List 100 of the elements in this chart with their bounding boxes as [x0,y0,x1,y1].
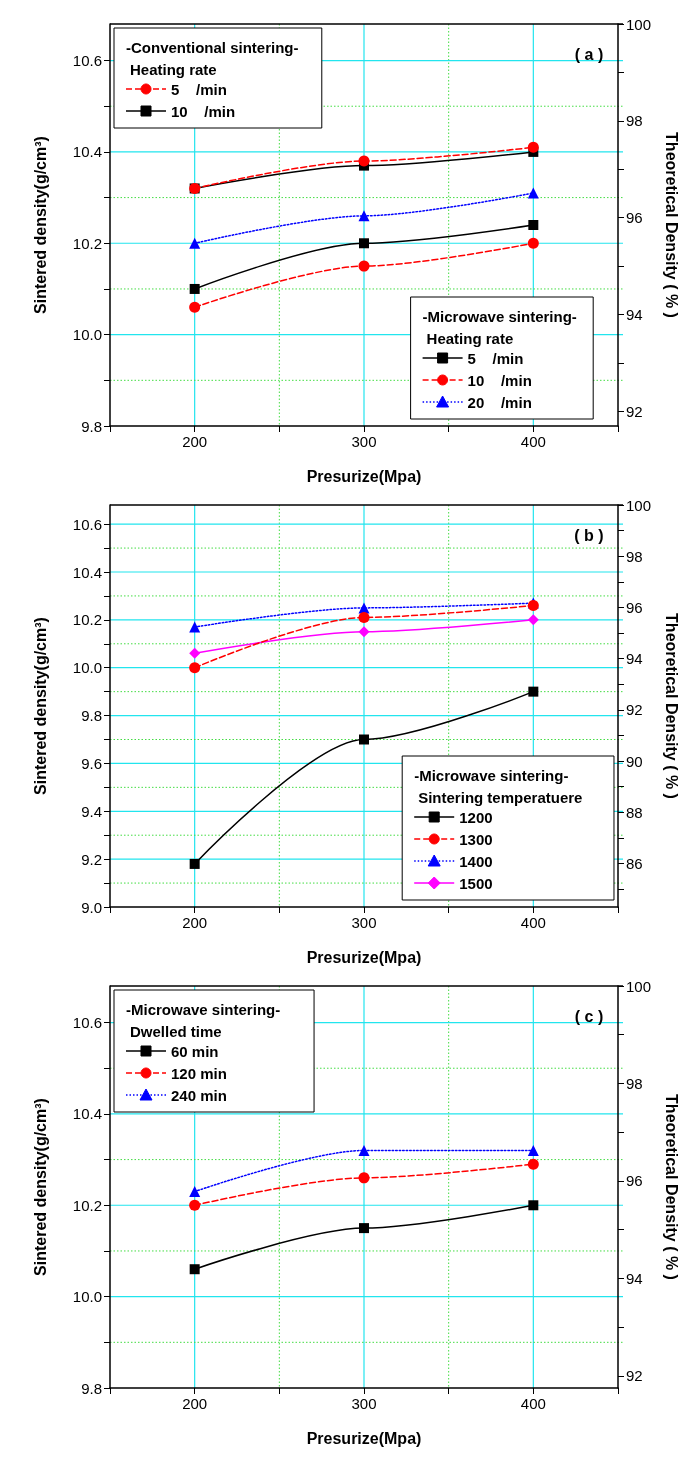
point [189,1264,200,1275]
y-tick-label: 9.8 [81,1379,102,1397]
y2-tick-label: 94 [626,1269,643,1287]
y2-tick-label: 94 [626,306,643,324]
y-tick-label: 10.4 [72,1105,102,1123]
point [528,220,539,230]
legend-label: 120 min [171,1064,227,1082]
point [527,187,539,199]
point [358,611,370,623]
x-tick-label: 200 [182,433,208,450]
point [189,283,200,294]
annotation: ( b ) [574,526,604,544]
y2-tick-label: 92 [626,402,643,420]
y-tick-label: 10.6 [72,52,102,70]
x-axis-title: Presurize(Mpa) [306,948,422,966]
legend-label: 1500 [459,874,493,892]
y2-tick-label: 98 [626,547,643,565]
point [189,237,201,249]
y-tick-label: 10.0 [72,659,102,677]
y-tick-label: 10.6 [72,1014,102,1032]
text: -Conventional sintering- Heating rate [126,38,299,78]
x-tick-label: 400 [520,433,546,450]
annotation: ( c ) [574,1007,604,1025]
point [189,1199,201,1211]
y2-tick-label: 100 [626,977,652,995]
point [527,614,539,626]
y-tick-label: 9.8 [81,417,102,435]
point [359,238,369,249]
y2-tick-label: 94 [626,650,643,668]
y-tick-label: 10.2 [72,1196,102,1214]
point [189,858,200,869]
y2-tick-label: 86 [626,854,643,872]
legend-label: 5 /min [171,80,227,98]
legend-label: 10 /min [467,371,532,389]
y2-tick-label: 98 [626,112,643,130]
x-axis-title: Presurize(Mpa) [306,1429,422,1447]
legend-label: 1400 [459,852,493,870]
point [358,155,370,167]
x-axis-title: Presurize(Mpa) [306,467,422,485]
y2-tick-label: 96 [626,1172,643,1190]
point [527,1158,539,1170]
text: -Microwave sintering- Heating rate [422,307,577,347]
point [189,647,201,659]
point [358,602,370,614]
y-tick-label: 10.0 [72,1288,102,1306]
point [189,1186,201,1198]
x-tick-label: 400 [520,1395,546,1412]
point [359,1223,369,1234]
y2-axis-title: Theoretical Density ( % ) [662,132,680,318]
legend-title: -Microwave sintering- Dwelled time [126,1000,281,1040]
y-tick-label: 10.6 [72,515,102,533]
y-tick-label: 9.8 [81,707,102,725]
y-tick-label: 9.6 [81,754,102,772]
y-tick-label: 9.2 [81,850,102,868]
y2-tick-label: 98 [626,1074,643,1092]
y2-tick-label: 92 [626,701,643,719]
point [358,626,370,638]
point [527,1144,539,1156]
point [527,237,539,249]
y2-tick-label: 96 [626,598,643,616]
y-tick-label: 9.4 [81,802,102,820]
annotation: ( a ) [574,45,604,63]
x-tick-label: 200 [182,1395,208,1412]
y2-tick-label: 88 [626,803,643,821]
x-tick-label: 300 [351,914,377,931]
legend-label: 240 min [171,1086,227,1104]
y2-tick-label: 100 [626,496,652,514]
x-tick-label: 400 [520,914,546,931]
y-tick-label: 10.2 [72,234,102,252]
point [359,734,369,745]
y-tick-label: 10.2 [72,611,102,629]
point [358,210,370,222]
legend-label: 1300 [459,830,493,848]
x-tick-label: 200 [182,914,208,931]
point [528,686,539,697]
y2-axis-title: Theoretical Density ( % ) [662,613,680,799]
y-axis-title: Sintered density(g/cm³) [31,617,49,795]
x-tick-label: 300 [351,1395,377,1412]
y-tick-label: 10.4 [72,143,102,161]
y-axis-title: Sintered density(g/cm³) [31,136,49,314]
y-axis-title: Sintered density(g/cm³) [31,1098,49,1276]
y2-tick-label: 90 [626,752,643,770]
point [189,621,201,633]
y-tick-label: 10.4 [72,563,102,581]
point [358,1172,370,1184]
point [189,301,201,313]
legend-label: 20 /min [467,393,532,411]
y-tick-label: 10.0 [72,326,102,344]
legend-label: 1200 [459,808,493,826]
point [358,260,370,272]
point [528,1200,539,1211]
legend-label: 5 /min [467,349,524,367]
point [358,1144,370,1156]
y2-axis-title: Theoretical Density ( % ) [662,1094,680,1280]
y2-tick-label: 100 [626,15,652,33]
y2-tick-label: 92 [626,1367,643,1385]
legend-label: 10 /min [171,102,236,120]
point [189,662,201,674]
x-tick-label: 300 [351,433,377,450]
legend-label: 60 min [171,1042,219,1060]
